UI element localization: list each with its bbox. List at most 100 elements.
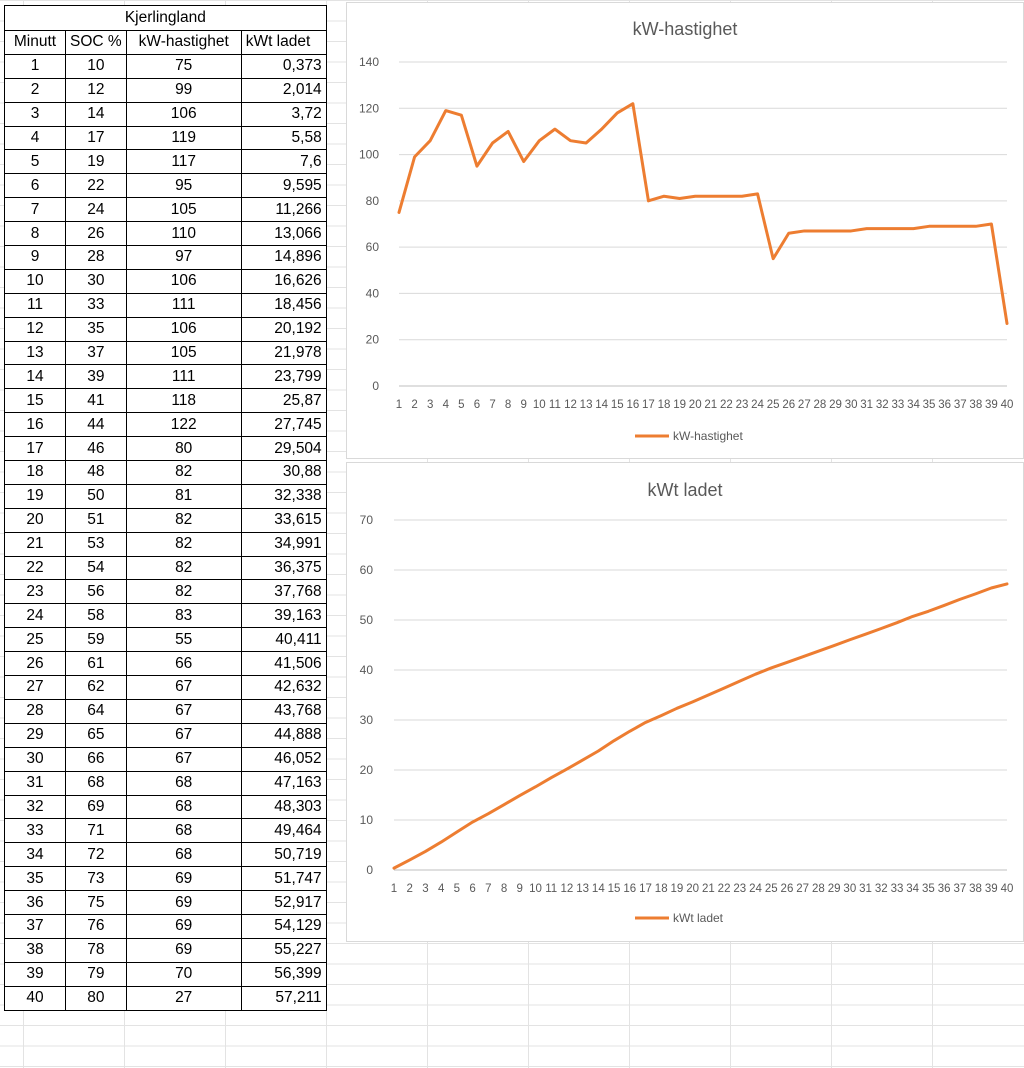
cell-minutt[interactable]: 15 [4,388,66,414]
cell-kw-hastighet[interactable]: 55 [125,627,242,653]
cell-soc[interactable]: 53 [65,531,127,557]
cell-kwt-ladet[interactable]: 48,303 [240,794,327,820]
cell-soc[interactable]: 35 [65,316,127,342]
cell-minutt[interactable]: 37 [4,913,66,939]
cell-soc[interactable]: 61 [65,651,127,677]
cell-kw-hastighet[interactable]: 69 [125,937,242,963]
cell-kwt-ladet[interactable]: 18,456 [240,292,327,318]
cell-kw-hastighet[interactable]: 69 [125,890,242,915]
cell-soc[interactable]: 75 [65,890,127,915]
cell-soc[interactable]: 10 [65,53,127,79]
cell-kwt-ladet[interactable]: 55,227 [240,937,327,963]
cell-kw-hastighet[interactable]: 106 [125,316,242,342]
cell-minutt[interactable]: 29 [4,722,66,748]
cell-kw-hastighet[interactable]: 83 [125,603,242,629]
cell-kw-hastighet[interactable]: 69 [125,913,242,939]
cell-minutt[interactable]: 25 [4,627,66,653]
cell-soc[interactable]: 54 [65,555,127,581]
cell-kw-hastighet[interactable]: 99 [125,77,242,103]
cell-soc[interactable]: 59 [65,627,127,653]
cell-soc[interactable]: 79 [65,961,127,987]
cell-kwt-ladet[interactable]: 50,719 [240,842,327,868]
cell-kw-hastighet[interactable]: 105 [125,340,242,366]
cell-soc[interactable]: 37 [65,340,127,366]
cell-minutt[interactable]: 20 [4,507,66,533]
cell-minutt[interactable]: 27 [4,675,66,700]
header-kw-hastighet[interactable]: kW-hastighet [125,30,242,55]
cell-minutt[interactable]: 33 [4,818,66,844]
cell-soc[interactable]: 22 [65,173,127,199]
cell-kw-hastighet[interactable]: 67 [125,746,242,772]
cell-kw-hastighet[interactable]: 110 [125,221,242,247]
cell-kw-hastighet[interactable]: 69 [125,866,242,892]
cell-minutt[interactable]: 38 [4,937,66,963]
cell-soc[interactable]: 44 [65,412,127,438]
cell-soc[interactable]: 56 [65,579,127,605]
cell-soc[interactable]: 19 [65,149,127,175]
cell-soc[interactable]: 58 [65,603,127,629]
cell-kw-hastighet[interactable]: 105 [125,197,242,223]
cell-minutt[interactable]: 2 [4,77,66,103]
cell-soc[interactable]: 28 [65,245,127,270]
cell-minutt[interactable]: 8 [4,221,66,247]
cell-kwt-ladet[interactable]: 37,768 [240,579,327,605]
cell-kw-hastighet[interactable]: 68 [125,770,242,796]
cell-minutt[interactable]: 40 [4,985,66,1011]
cell-minutt[interactable]: 17 [4,436,66,462]
cell-kwt-ladet[interactable]: 14,896 [240,245,327,270]
cell-kwt-ladet[interactable]: 25,87 [240,388,327,414]
cell-kwt-ladet[interactable]: 29,504 [240,436,327,462]
cell-kw-hastighet[interactable]: 27 [125,985,242,1011]
series-line[interactable] [397,102,1009,326]
cell-kwt-ladet[interactable]: 11,266 [240,197,327,223]
cell-kw-hastighet[interactable]: 95 [125,173,242,199]
cell-kwt-ladet[interactable]: 9,595 [240,173,327,199]
cell-soc[interactable]: 24 [65,197,127,223]
cell-soc[interactable]: 12 [65,77,127,103]
cell-kwt-ladet[interactable]: 20,192 [240,316,327,342]
cell-kw-hastighet[interactable]: 122 [125,412,242,438]
cell-kwt-ladet[interactable]: 33,615 [240,507,327,533]
cell-kw-hastighet[interactable]: 67 [125,722,242,748]
cell-kwt-ladet[interactable]: 36,375 [240,555,327,581]
chart-kw-hastighet[interactable]: kW-hastighet 0 20 40 60 80 100 120 140 1 2 3 4 5 6 7 8 9 1… [346,2,1024,459]
cell-kwt-ladet[interactable]: 46,052 [240,746,327,772]
cell-kw-hastighet[interactable]: 82 [125,531,242,557]
cell-minutt[interactable]: 30 [4,746,66,772]
cell-kwt-ladet[interactable]: 54,129 [240,913,327,939]
cell-kw-hastighet[interactable]: 66 [125,651,242,677]
header-kwt-ladet[interactable]: kWt ladet [240,30,327,55]
cell-soc[interactable]: 26 [65,221,127,247]
cell-kwt-ladet[interactable]: 0,373 [240,53,327,79]
cell-soc[interactable]: 76 [65,913,127,939]
cell-minutt[interactable]: 3 [4,101,66,127]
cell-kw-hastighet[interactable]: 68 [125,842,242,868]
cell-soc[interactable]: 72 [65,842,127,868]
cell-soc[interactable]: 50 [65,483,127,509]
cell-kw-hastighet[interactable]: 81 [125,483,242,509]
cell-kwt-ladet[interactable]: 49,464 [240,818,327,844]
cell-soc[interactable]: 33 [65,292,127,318]
cell-kwt-ladet[interactable]: 51,747 [240,866,327,892]
cell-kw-hastighet[interactable]: 106 [125,268,242,294]
header-minutt[interactable]: Minutt [4,30,66,55]
cell-soc[interactable]: 73 [65,866,127,892]
cell-soc[interactable]: 30 [65,268,127,294]
cell-kwt-ladet[interactable]: 56,399 [240,961,327,987]
cell-kw-hastighet[interactable]: 82 [125,507,242,533]
cell-kw-hastighet[interactable]: 67 [125,675,242,700]
cell-minutt[interactable]: 14 [4,364,66,390]
cell-kwt-ladet[interactable]: 30,88 [240,460,327,485]
cell-kwt-ladet[interactable]: 7,6 [240,149,327,175]
cell-minutt[interactable]: 9 [4,245,66,270]
cell-minutt[interactable]: 31 [4,770,66,796]
cell-minutt[interactable]: 18 [4,460,66,485]
cell-kw-hastighet[interactable]: 70 [125,961,242,987]
cell-kwt-ladet[interactable]: 16,626 [240,268,327,294]
cell-kwt-ladet[interactable]: 57,211 [240,985,327,1011]
cell-kw-hastighet[interactable]: 68 [125,794,242,820]
cell-kwt-ladet[interactable]: 5,58 [240,125,327,151]
cell-kw-hastighet[interactable]: 82 [125,579,242,605]
cell-minutt[interactable]: 12 [4,316,66,342]
cell-kw-hastighet[interactable]: 118 [125,388,242,414]
